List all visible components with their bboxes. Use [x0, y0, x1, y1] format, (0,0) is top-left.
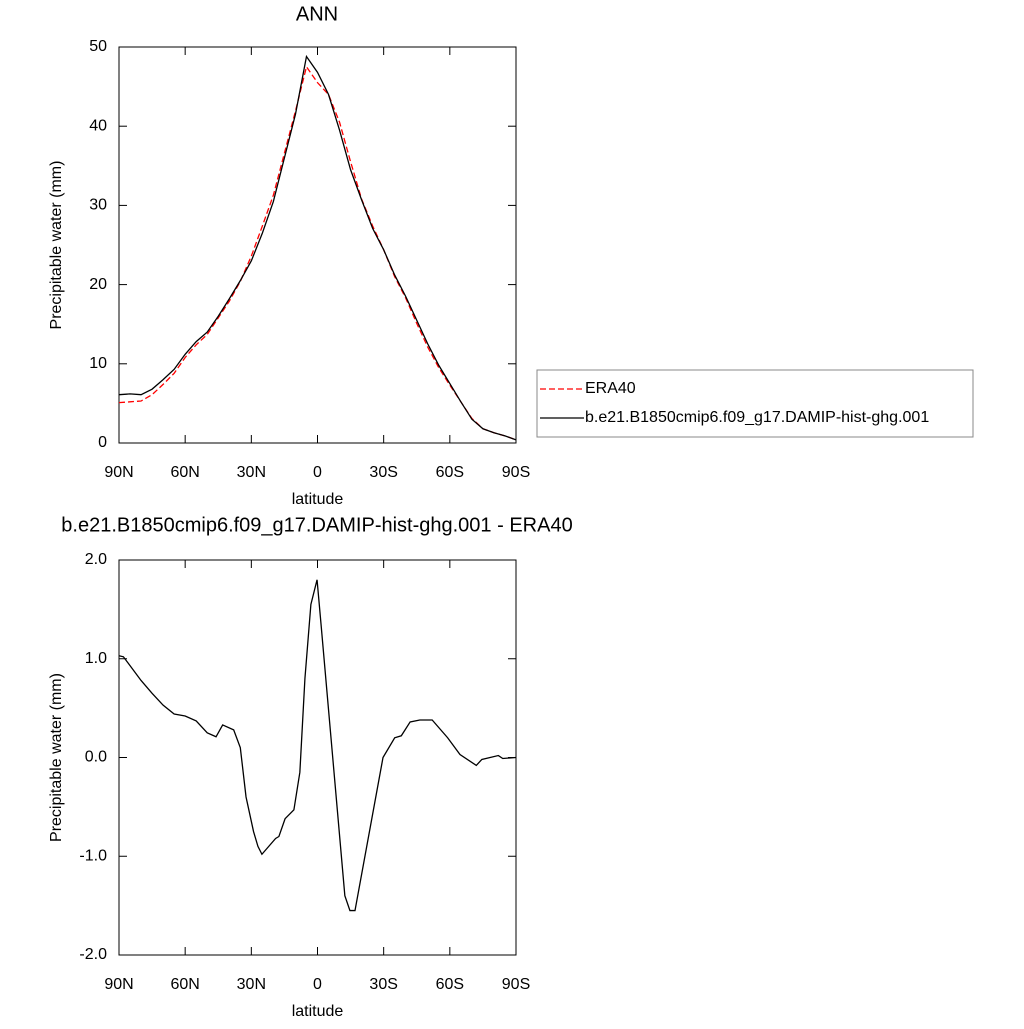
y-axis-label: Precipitable water (mm)	[48, 673, 65, 842]
plot-frame	[118, 46, 517, 444]
x-tick-label: 30S	[369, 464, 397, 481]
x-tick-label: 0	[313, 464, 322, 481]
data-line	[118, 65, 517, 441]
legend-label: b.e21.B1850cmip6.f09_g17.DAMIP-hist-ghg.…	[585, 409, 929, 426]
y-axis-label: Precipitable water (mm)	[48, 161, 65, 330]
x-tick-label: 60N	[170, 464, 199, 481]
y-tick-label: 10	[89, 355, 107, 372]
x-axis-label: latitude	[292, 1003, 344, 1020]
x-tick-label: 0	[313, 976, 322, 993]
x-tick-label: 90N	[104, 464, 133, 481]
y-tick-label: 20	[89, 276, 107, 293]
plot-frame	[118, 559, 517, 956]
x-tick-label: 90N	[104, 976, 133, 993]
x-tick-label: 30N	[237, 464, 266, 481]
x-tick-label: 60S	[436, 464, 464, 481]
y-tick-label: 2.0	[85, 551, 107, 568]
legend-label: ERA40	[585, 380, 636, 397]
x-tick-label: 30N	[237, 976, 266, 993]
y-tick-label: 0.0	[85, 749, 107, 766]
legend-box	[536, 369, 974, 438]
x-tick-label: 90S	[502, 464, 530, 481]
y-tick-label: 50	[89, 38, 107, 55]
y-tick-label: 30	[89, 197, 107, 214]
data-line	[118, 54, 517, 441]
x-tick-label: 60N	[170, 976, 199, 993]
x-tick-label: 90S	[502, 976, 530, 993]
y-tick-label: -2.0	[79, 946, 107, 963]
y-tick-label: 0	[98, 434, 107, 451]
x-tick-label: 30S	[369, 976, 397, 993]
x-tick-label: 60S	[436, 976, 464, 993]
y-tick-label: -1.0	[79, 847, 107, 864]
chart-title: ANN	[296, 3, 338, 25]
y-tick-label: 40	[89, 117, 107, 134]
data-line	[118, 579, 517, 912]
chart-title: b.e21.B1850cmip6.f09_g17.DAMIP-hist-ghg.…	[61, 514, 572, 536]
x-axis-label: latitude	[292, 491, 344, 508]
y-tick-label: 1.0	[85, 650, 107, 667]
